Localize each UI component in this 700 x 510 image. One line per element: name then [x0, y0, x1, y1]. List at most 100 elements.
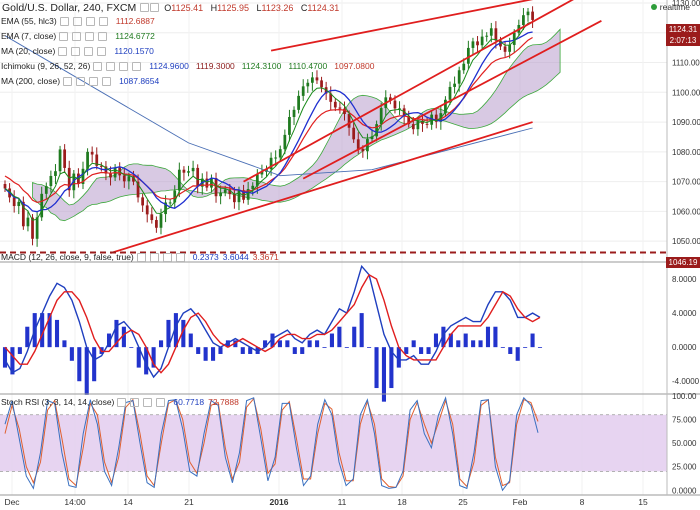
macd-histogram-bar	[248, 347, 253, 354]
macd-histogram-bar	[463, 333, 468, 348]
candle-body	[72, 173, 76, 191]
macd-histogram-bar	[292, 347, 297, 354]
macd-histogram-bar	[344, 347, 349, 348]
macd-histogram-bar	[158, 340, 164, 348]
macd-histogram-bar	[121, 326, 126, 348]
macd-histogram-bar	[322, 347, 327, 348]
macd-histogram-bar	[47, 313, 52, 348]
candle-body	[136, 181, 140, 198]
candle-body	[444, 99, 447, 114]
candle-body	[187, 171, 190, 173]
rsi-tick-label: 50.000	[672, 439, 697, 448]
candle-body	[49, 175, 53, 187]
candle-body	[109, 173, 112, 178]
study-value: 1124.9600	[149, 61, 189, 71]
candle-body	[407, 116, 411, 125]
macd-tick-label: 4.0000	[672, 309, 697, 318]
candle-body	[338, 107, 342, 109]
macd-tick-label: -4.0000	[672, 377, 700, 386]
time-tick-label: Feb	[513, 497, 528, 507]
indicator-value: 72.7888	[208, 397, 239, 407]
candle-body	[421, 120, 424, 124]
macd-histogram-bar	[2, 347, 8, 368]
header-controls[interactable]	[140, 2, 160, 14]
macd-histogram-bar	[84, 347, 89, 395]
macd-histogram-bar	[508, 347, 513, 354]
ichimoku-cloud-area	[32, 28, 561, 222]
macd-pane	[2, 264, 543, 402]
candle-body	[269, 157, 273, 170]
macd-histogram-bar	[515, 347, 520, 361]
trendlines[interactable]	[0, 0, 667, 254]
study-name: EMA (7, close)	[1, 31, 57, 41]
candle-body	[526, 11, 530, 16]
candle-body	[210, 178, 213, 188]
candle-body	[233, 194, 236, 203]
macd-line	[4, 264, 541, 379]
indicator-value: 3.6044	[222, 252, 249, 262]
ma200-line	[4, 35, 533, 177]
candle-body	[531, 11, 534, 20]
candle-body	[3, 183, 7, 189]
candle-body	[168, 202, 172, 204]
candle-body	[512, 32, 516, 45]
study-value: 1120.1570	[114, 46, 154, 56]
candle-body	[246, 189, 250, 200]
candle-body	[223, 189, 227, 193]
candle-body	[462, 63, 466, 71]
realtime-status: realtime	[650, 2, 690, 12]
study-value: 1097.0800	[334, 61, 375, 71]
macd-histogram-bar	[218, 347, 223, 354]
macd-histogram-bar	[144, 347, 149, 375]
candle-body	[375, 124, 378, 137]
candle-body	[145, 205, 149, 215]
macd-histogram-bar	[374, 347, 379, 389]
macd-histogram-bar	[359, 313, 364, 348]
candle-body	[411, 124, 415, 130]
candle-body	[81, 168, 85, 184]
macd-histogram-bar	[69, 347, 74, 361]
candle-body	[393, 100, 397, 109]
candle-body	[90, 151, 94, 155]
time-tick-label: 14	[123, 497, 133, 507]
time-tick-label: Dec	[4, 497, 20, 507]
candle-body	[352, 127, 356, 140]
candle-body	[301, 86, 305, 96]
indicator-value: 0.2373	[192, 252, 219, 262]
macd-histogram-bar	[106, 333, 112, 348]
macd-legend: MACD (12, 26, close, 9, false, true) 0.2…	[1, 252, 279, 262]
time-tick-label: 2016	[270, 497, 289, 507]
macd-histogram-bar	[129, 347, 134, 348]
study-legend: EMA (7, close) 1124.6772	[1, 31, 155, 41]
candle-body	[67, 167, 71, 191]
candle-body	[434, 114, 438, 122]
time-tick-label: 15	[638, 497, 648, 507]
candle-body	[522, 15, 525, 26]
macd-histogram-bar	[92, 347, 97, 382]
candle-body	[44, 186, 48, 194]
rsi-tick-label: 100.00	[672, 392, 697, 401]
macd-histogram-bar	[136, 347, 141, 368]
study-legend: MA (200, close) 1087.8654	[1, 76, 159, 86]
macd-histogram-bar	[329, 333, 334, 348]
macd-histogram-bar	[419, 347, 424, 354]
candle-body	[292, 109, 296, 118]
study-name: MA (20, close)	[1, 46, 56, 56]
macd-histogram-bar	[537, 347, 543, 348]
candle-body	[343, 108, 346, 115]
indicator-value: 3.3671	[252, 252, 279, 262]
candle-body	[306, 82, 310, 87]
candle-body	[86, 151, 89, 169]
study-name: MA (200, close)	[1, 76, 61, 86]
rsi-tick-label: 0.0000	[672, 486, 697, 495]
stoch-k-line	[4, 396, 539, 492]
candle-body	[448, 86, 452, 100]
candle-body	[485, 35, 489, 37]
candle-body	[63, 149, 67, 168]
candle-body	[155, 220, 158, 228]
macd-histogram-bar	[270, 333, 275, 348]
candle-body	[453, 83, 456, 87]
candle-body	[177, 169, 181, 191]
candle-body	[122, 175, 126, 182]
